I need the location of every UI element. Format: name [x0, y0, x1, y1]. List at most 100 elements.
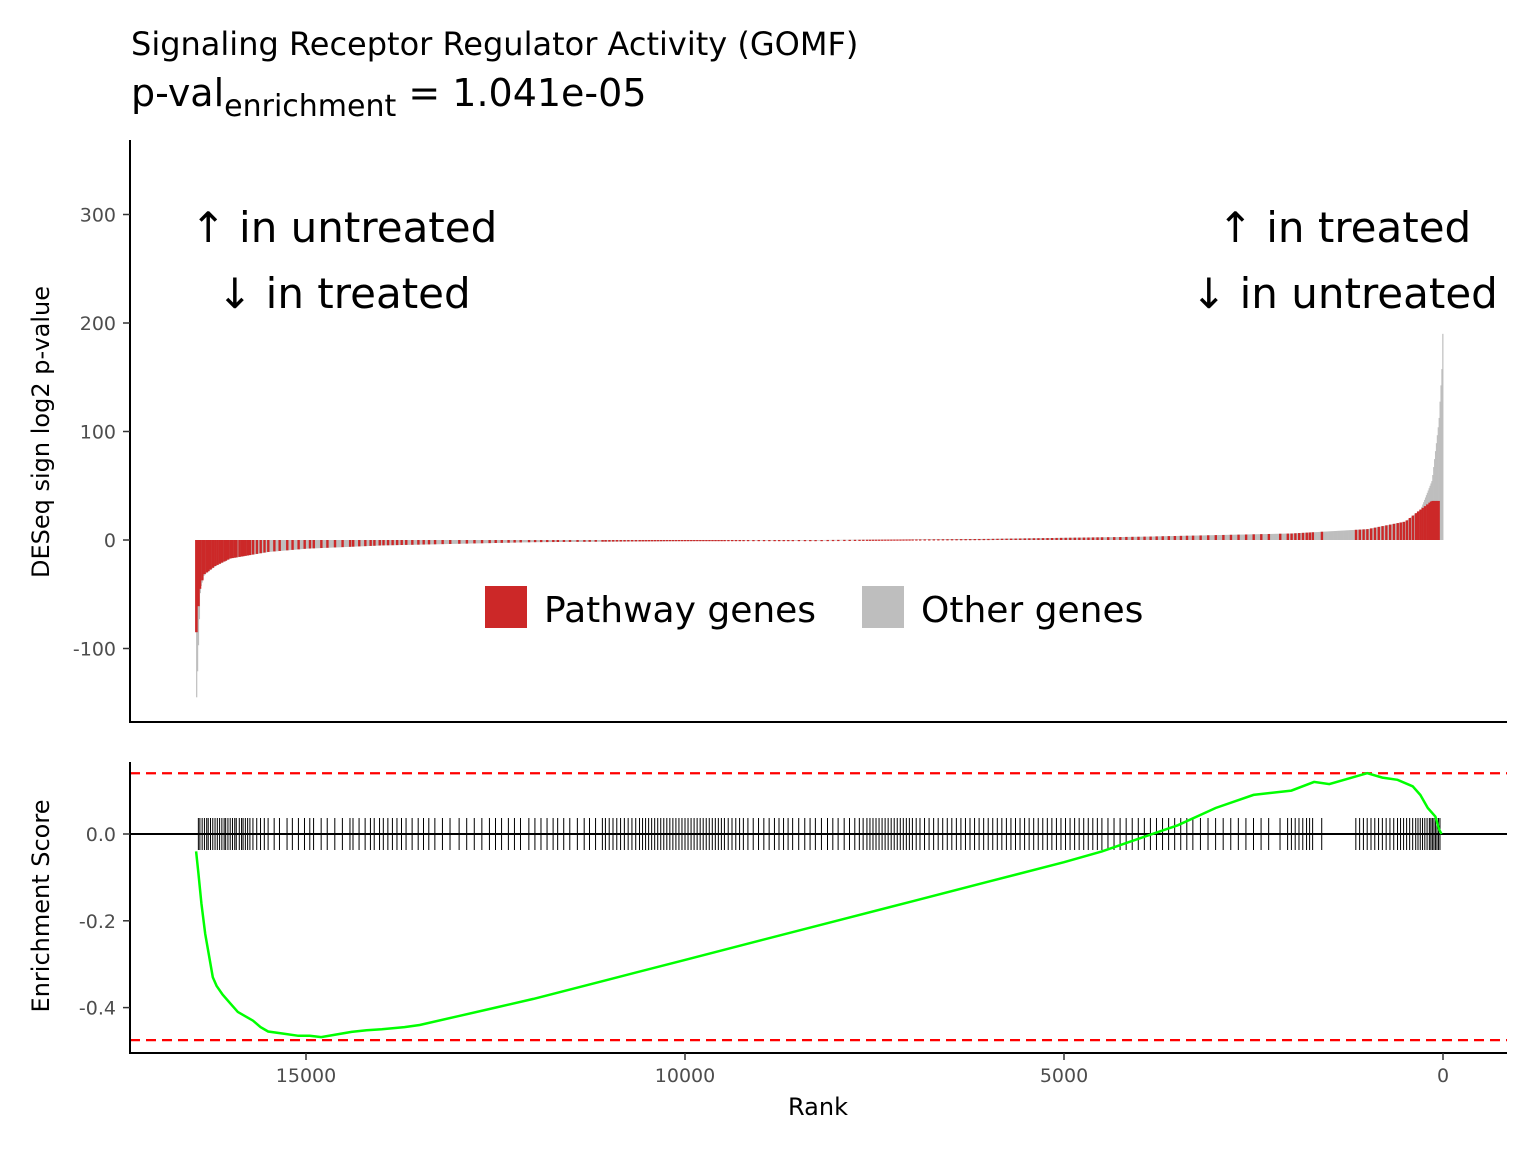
other-gene-bar — [944, 539, 946, 540]
other-gene-bar — [1190, 535, 1192, 540]
other-gene-bar — [936, 539, 938, 540]
other-gene-bar — [985, 538, 987, 540]
other-gene-bar — [1115, 537, 1117, 540]
other-gene-bar — [1398, 522, 1400, 540]
other-gene-bar — [390, 540, 392, 546]
pathway-gene-bar — [333, 540, 337, 548]
other-gene-bar — [517, 540, 519, 543]
pathway-gene-bar — [1023, 538, 1026, 540]
other-gene-bar — [790, 540, 793, 541]
other-gene-bar — [587, 540, 589, 542]
other-gene-bar — [958, 539, 960, 540]
other-gene-bar — [282, 540, 284, 551]
pathway-gene-bar — [884, 539, 887, 541]
other-gene-bar — [356, 540, 358, 547]
other-gene-bar — [285, 540, 287, 551]
other-gene-bar — [755, 540, 757, 541]
pathway-gene-bar — [465, 540, 469, 544]
other-gene-bar — [1148, 536, 1150, 540]
other-gene-bar — [1288, 533, 1290, 540]
other-gene-bar — [780, 540, 782, 541]
other-gene-bar — [1236, 534, 1238, 540]
other-gene-bar — [1270, 533, 1272, 540]
other-gene-bar — [1008, 538, 1010, 540]
pathway-gene-bar — [777, 540, 781, 542]
other-gene-bar — [922, 539, 925, 540]
other-gene-bar — [339, 540, 342, 548]
pathway-gene-bar — [562, 540, 566, 542]
pathway-gene-bar — [1416, 511, 1420, 540]
pathway-gene-bar — [881, 539, 884, 541]
pathway-gene-bar — [233, 540, 237, 558]
other-gene-bar — [1084, 537, 1086, 540]
other-gene-bar — [1404, 521, 1407, 540]
other-gene-bar — [1340, 530, 1342, 540]
pathway-gene-bar — [422, 540, 425, 545]
other-gene-bar — [1146, 536, 1148, 540]
other-gene-bar — [1109, 537, 1111, 540]
other-gene-bar — [1050, 538, 1052, 540]
pathway-gene-bar — [1069, 537, 1072, 540]
other-gene-bar — [1317, 531, 1319, 540]
other-gene-bar — [1434, 451, 1437, 540]
other-gene-bar — [367, 540, 369, 547]
other-gene-bar — [289, 540, 291, 551]
other-gene-bar — [846, 539, 848, 541]
other-gene-bar — [1344, 530, 1346, 540]
pathway-gene-bar — [427, 540, 431, 545]
other-gene-bar — [1438, 417, 1440, 540]
other-gene-bar — [824, 539, 826, 541]
other-gene-bar — [1257, 534, 1259, 540]
other-gene-bar — [1217, 535, 1219, 540]
pathway-gene-bar — [1087, 537, 1090, 540]
pathway-gene-bar — [665, 540, 669, 542]
other-gene-bar — [468, 540, 471, 544]
pathway-gene-bar — [791, 540, 795, 542]
other-gene-bar — [767, 540, 769, 541]
other-gene-bar — [332, 540, 334, 548]
other-gene-bar — [776, 540, 778, 541]
other-gene-bar — [1016, 538, 1018, 540]
other-gene-bar — [1062, 537, 1064, 540]
pathway-gene-bar — [214, 540, 217, 567]
other-gene-bar — [437, 540, 439, 545]
other-gene-bar — [527, 540, 529, 543]
other-gene-bar — [393, 540, 395, 546]
other-gene-bar — [1316, 532, 1318, 540]
other-gene-bar — [1172, 536, 1174, 540]
other-gene-bar — [980, 538, 982, 540]
other-gene-bar — [1414, 514, 1416, 540]
other-gene-bar — [1263, 534, 1266, 540]
legend: Pathway genes Other genes — [485, 586, 1143, 631]
pathway-gene-bar — [705, 540, 708, 542]
other-gene-bar — [1349, 530, 1351, 540]
pathway-gene-bar — [594, 540, 597, 542]
other-gene-bar — [502, 540, 504, 543]
other-gene-bar — [1103, 537, 1106, 540]
pathway-gene-bar — [583, 540, 586, 542]
other-gene-bar — [429, 540, 432, 545]
other-gene-bar — [1166, 536, 1168, 540]
other-gene-bar — [1204, 535, 1207, 540]
other-gene-bar — [1026, 538, 1028, 540]
other-gene-bar — [1337, 530, 1339, 540]
other-gene-bar — [579, 540, 581, 542]
other-gene-bar — [786, 540, 788, 541]
other-gene-bar — [439, 540, 442, 545]
other-gene-bar — [512, 540, 514, 543]
other-gene-bar — [771, 540, 774, 541]
pathway-gene-bar — [896, 539, 899, 541]
other-gene-bar — [806, 540, 808, 541]
other-gene-bar — [1346, 530, 1348, 540]
other-gene-bar — [1080, 537, 1082, 540]
other-gene-bar — [780, 540, 783, 541]
other-gene-bar — [1352, 530, 1354, 540]
pathway-gene-bar — [742, 540, 745, 542]
other-gene-bar — [765, 540, 767, 541]
other-gene-bar — [1219, 535, 1221, 540]
other-gene-bar — [301, 540, 303, 550]
other-gene-bar — [538, 540, 540, 543]
pathway-gene-bar — [1402, 521, 1405, 540]
pathway-gene-bar — [1014, 538, 1017, 540]
es-y-ticks: -0.4 -0.2 0.0 — [79, 824, 130, 1020]
